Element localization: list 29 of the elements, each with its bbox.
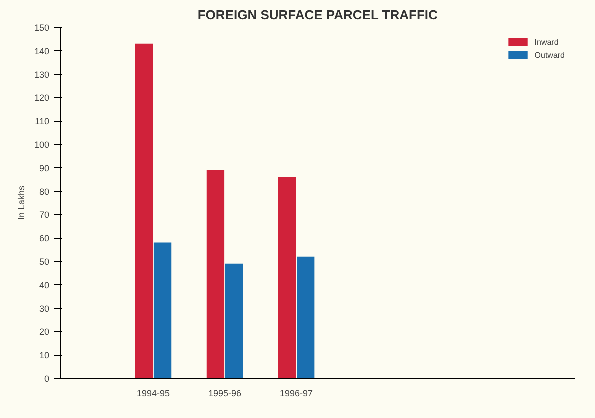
bar: [297, 256, 315, 378]
x-tick-label: 1996-97: [280, 388, 314, 398]
legend-label: Outward: [534, 50, 565, 60]
bar: [135, 44, 154, 378]
y-tick-label: 120: [34, 93, 50, 104]
y-tick-label: 90: [39, 163, 50, 174]
x-tick-label: 1994-95: [136, 388, 170, 398]
bar: [206, 170, 225, 378]
bar: [278, 177, 296, 378]
y-tick-label: 130: [34, 70, 50, 80]
legend-label: Inward: [534, 38, 559, 46]
y-tick-label: 30: [39, 304, 50, 314]
y-tick-label: 150: [34, 23, 50, 33]
y-tick-label: 70: [39, 210, 50, 220]
chart-title: FOREIGN SURFACE PARCEL TRAFFIC: [198, 8, 439, 22]
y-tick-label: 0: [44, 374, 50, 384]
y-tick-label: 60: [39, 234, 50, 244]
y-tick-label: 140: [34, 46, 50, 56]
bar: [225, 264, 244, 378]
y-tick-label: 20: [39, 327, 50, 338]
y-tick-label: 10: [39, 350, 50, 361]
y-tick-label: 80: [39, 186, 50, 197]
y-tick-label: 110: [35, 116, 50, 127]
y-tick-label: 50: [39, 257, 50, 267]
x-tick-label: 1995-96: [208, 388, 242, 398]
y-tick-label: 40: [39, 280, 50, 290]
y-tick-label: 100: [34, 140, 50, 150]
bar: [154, 242, 172, 378]
y-axis-title: In Lakhs: [16, 185, 26, 220]
